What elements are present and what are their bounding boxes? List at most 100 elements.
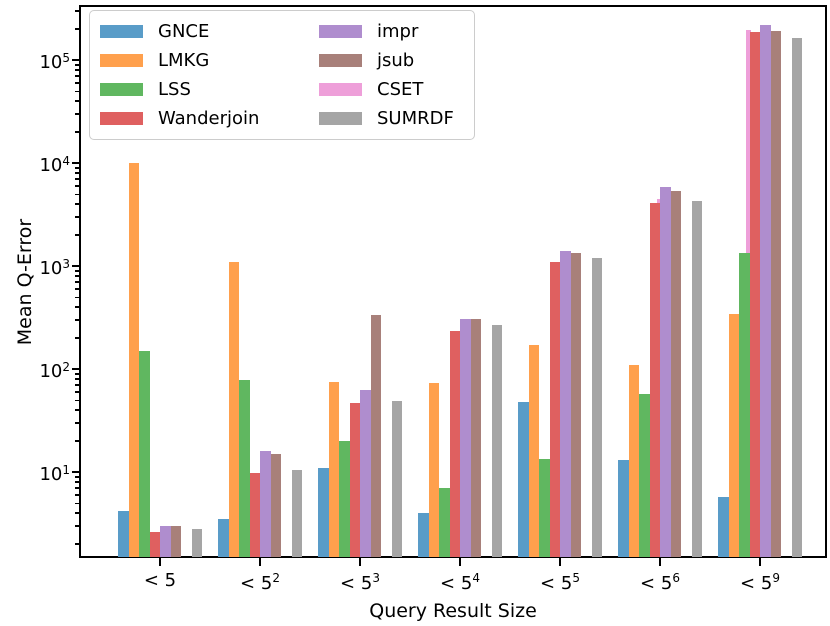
bar-impr-group2: [260, 450, 271, 557]
bar-sumrdf-group7: [791, 37, 802, 557]
bar-gnce-group2: [218, 518, 229, 557]
legend-item-jsub: jsub: [319, 46, 468, 75]
y-major-tick: [72, 368, 80, 370]
x-tick-label: < 59: [740, 571, 780, 594]
y-minor-tick: [75, 378, 80, 380]
legend-swatch-jsub: [319, 54, 362, 67]
bar-lss-group6: [639, 394, 650, 557]
y-minor-tick: [75, 275, 80, 277]
y-minor-tick: [75, 234, 80, 236]
bar-wanderjoin-group2: [249, 472, 260, 557]
y-minor-tick: [75, 100, 80, 102]
y-minor-tick: [75, 203, 80, 205]
y-tick-label: 104: [39, 154, 70, 176]
y-minor-tick: [75, 270, 80, 272]
y-minor-tick: [75, 409, 80, 411]
y-minor-tick: [75, 306, 80, 308]
y-minor-tick: [75, 75, 80, 77]
legend-swatch-wanderjoin: [100, 112, 143, 125]
y-minor-tick: [75, 82, 80, 84]
legend-label-lmkg: LMKG: [158, 49, 210, 71]
right-spine: [825, 5, 827, 558]
bar-lmkg-group2: [228, 261, 239, 557]
bar-impr-group7: [760, 24, 771, 557]
legend-item-impr: impr: [319, 17, 468, 46]
y-minor-tick: [75, 131, 80, 133]
legend-swatch-impr: [319, 25, 362, 38]
y-minor-tick: [75, 422, 80, 424]
bar-sumrdf-group3: [391, 400, 402, 557]
bar-wanderjoin-group7: [749, 32, 760, 557]
bar-lmkg-group4: [428, 383, 439, 557]
legend: GNCE LMKG LSS Wanderjoin impr jsub CSET SUMRDF: [89, 10, 475, 140]
bar-sumrdf-group5: [591, 257, 602, 557]
x-tick-label: < 54: [440, 571, 480, 594]
bar-lss-group7: [739, 252, 750, 557]
y-minor-tick: [75, 10, 80, 12]
bar-jsub-group3: [370, 314, 381, 557]
bar-jsub-group7: [770, 31, 781, 557]
legend-item-gnce: GNCE: [100, 17, 319, 46]
bar-lmkg-group7: [728, 313, 739, 557]
x-tick-label: < 53: [340, 571, 380, 594]
y-major-tick: [72, 265, 80, 267]
legend-swatch-lmkg: [100, 54, 143, 67]
y-minor-tick: [75, 178, 80, 180]
legend-label-cset: CSET: [377, 78, 424, 100]
y-minor-tick: [75, 90, 80, 92]
legend-swatch-gnce: [100, 25, 143, 38]
y-minor-tick: [75, 296, 80, 298]
x-axis-label: Query Result Size: [369, 600, 537, 622]
bar-jsub-group6: [670, 191, 681, 557]
x-tick-label: < 5: [143, 570, 177, 591]
bar-wanderjoin-group3: [349, 402, 360, 557]
x-tick: [259, 558, 261, 566]
bar-lmkg-group5: [528, 345, 539, 557]
y-minor-tick: [75, 337, 80, 339]
y-tick-label: 101: [39, 463, 70, 485]
bar-sumrdf-group1: [191, 528, 202, 557]
y-minor-tick: [75, 440, 80, 442]
legend-label-impr: impr: [377, 20, 419, 42]
legend-swatch-lss: [100, 83, 143, 96]
bar-gnce-group5: [518, 401, 529, 557]
y-minor-tick: [75, 167, 80, 169]
bar-gnce-group6: [618, 460, 629, 557]
legend-item-sumrdf: SUMRDF: [319, 104, 468, 133]
bar-gnce-group4: [418, 512, 429, 557]
bar-lss-group4: [439, 487, 450, 557]
bar-jsub-group5: [570, 252, 581, 557]
y-minor-tick: [75, 543, 80, 545]
legend-item-lmkg: LMKG: [100, 46, 319, 75]
bar-lss-group2: [239, 380, 250, 557]
legend-swatch-cset: [319, 83, 362, 96]
x-tick-label: < 55: [540, 571, 580, 594]
y-tick-label: 103: [39, 257, 70, 279]
x-tick: [359, 558, 361, 566]
legend-item-wanderjoin: Wanderjoin: [100, 104, 319, 133]
y-minor-tick: [75, 399, 80, 401]
bar-gnce-group7: [718, 497, 729, 557]
bar-impr-group4: [460, 319, 471, 557]
y-minor-tick: [75, 319, 80, 321]
y-minor-tick: [75, 494, 80, 496]
y-minor-tick: [75, 113, 80, 115]
x-tick: [459, 558, 461, 566]
y-minor-tick: [75, 216, 80, 218]
x-tick: [159, 558, 161, 566]
legend-item-lss: LSS: [100, 75, 319, 104]
bar-sumrdf-group4: [491, 325, 502, 557]
legend-item-cset: CSET: [319, 75, 468, 104]
left-spine: [79, 5, 81, 558]
legend-label-jsub: jsub: [377, 49, 415, 71]
bar-impr-group5: [560, 250, 571, 557]
bar-jsub-group1: [170, 525, 181, 557]
bar-jsub-group2: [270, 453, 281, 557]
bar-gnce-group1: [118, 510, 129, 557]
bar-wanderjoin-group5: [549, 261, 560, 557]
y-minor-tick: [75, 64, 80, 66]
bar-lmkg-group6: [628, 364, 639, 557]
y-minor-tick: [75, 193, 80, 195]
y-axis-label: Mean Q-Error: [14, 218, 36, 346]
